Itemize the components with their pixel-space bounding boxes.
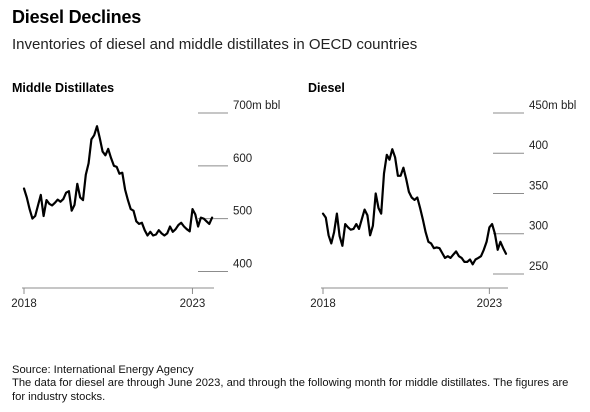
- panel-diesel: 450m bbl 400 350 300 250 2018 2023: [310, 100, 576, 310]
- y-tick-label: 700m bbl: [233, 100, 280, 112]
- chart-subtitle: Inventories of diesel and middle distill…: [12, 36, 418, 53]
- panel-title-diesel: Diesel: [308, 81, 345, 95]
- y-tick-label: 250: [529, 261, 548, 273]
- data-note: The data for diesel are through June 202…: [12, 377, 569, 403]
- chart-footer: Source: International Energy Agency The …: [12, 364, 582, 404]
- x-tick-label: 2018: [310, 298, 336, 310]
- series-line: [22, 125, 214, 237]
- panel-title-middle-distillates: Middle Distillates: [12, 81, 115, 95]
- panel-middle-distillates: 700m bbl 600 500 400 2018 2023: [11, 100, 280, 310]
- y-tick-label: 400: [233, 258, 252, 270]
- x-tick-label: 2023: [477, 298, 503, 310]
- y-tick-label: 350: [529, 180, 548, 192]
- x-tick-label: 2023: [180, 298, 206, 310]
- y-tick-label: 500: [233, 206, 252, 218]
- y-tick-label: 600: [233, 153, 252, 165]
- series-line: [321, 148, 508, 266]
- x-tick-label: 2018: [11, 298, 37, 310]
- y-tick-label: 450m bbl: [529, 100, 576, 112]
- source-note: Source: International Energy Agency: [12, 364, 194, 376]
- y-tick-label: 300: [529, 221, 548, 233]
- y-tick-label: 400: [529, 140, 548, 152]
- chart-title: Diesel Declines: [12, 7, 142, 27]
